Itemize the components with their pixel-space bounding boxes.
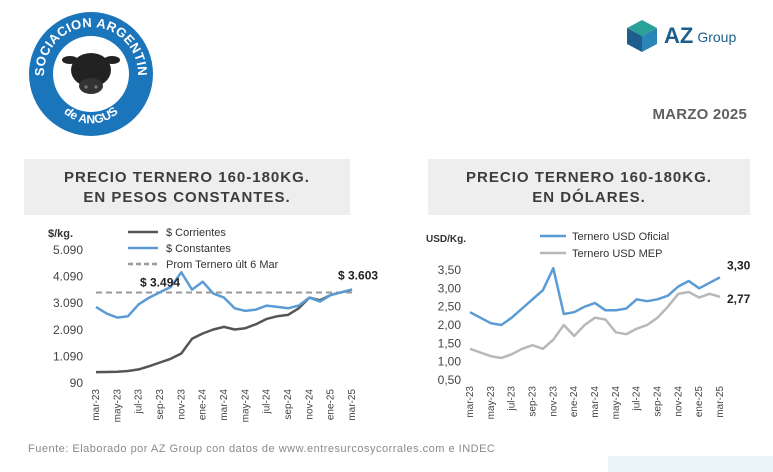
right-xtick-label: nov-24 <box>673 386 684 417</box>
legend-label-constantes: $ Constantes <box>166 243 231 255</box>
left-xtick-label: mar-24 <box>219 389 230 421</box>
chart-title-usd: PRECIO TERNERO 160-180KG. EN DÓLARES. <box>428 159 750 215</box>
left-xtick-label: nov-24 <box>304 389 315 420</box>
left-xtick-label: jul-24 <box>262 389 273 415</box>
annotation-prom-value: $ 3.494 <box>140 275 180 289</box>
left-xtick-label: mar-23 <box>91 389 102 421</box>
right-xtick-label: ene-25 <box>694 386 705 418</box>
right-xtick-label: mar-24 <box>590 386 601 418</box>
left-xtick-label: sep-23 <box>155 389 166 420</box>
right-xtick-label: may-23 <box>486 386 497 420</box>
cube-icon <box>627 20 657 52</box>
legend-label-corrientes: $ Corrientes <box>166 227 226 239</box>
right-xtick-label: ene-24 <box>569 386 580 418</box>
left-ytick-label: 4.090 <box>53 270 83 284</box>
left-xtick-label: may-24 <box>240 389 251 423</box>
right-ytick-label: 2,50 <box>438 300 462 314</box>
right-ytick-label: 3,00 <box>438 281 462 295</box>
chart-title-pesos-line1: PRECIO TERNERO 160-180KG. <box>64 169 310 186</box>
legend-label-prom: Prom Ternero últ 6 Mar <box>166 259 279 271</box>
right-ytick-label: 0,50 <box>438 373 462 387</box>
left-xtick-label: mar-25 <box>347 389 358 421</box>
annotation-last-value: $ 3.603 <box>338 269 378 283</box>
left-ytick-label: 3.090 <box>53 296 83 310</box>
left-xtick-label: jul-23 <box>134 389 145 415</box>
left-xtick-label: may-23 <box>112 389 123 423</box>
az-group-logo: AZ Group <box>626 16 756 56</box>
left-ytick-label: 1.090 <box>53 349 83 363</box>
source-note: Fuente: Elaborado por AZ Group con datos… <box>28 443 496 455</box>
series-line-usd-mep <box>469 290 721 360</box>
chart-title-pesos: PRECIO TERNERO 160-180KG. EN PESOS CONST… <box>24 159 350 215</box>
report-date: MARZO 2025 <box>652 106 747 123</box>
angus-association-logo: ASOCIACION ARGENTINA de ANGUS <box>28 8 153 136</box>
right-ytick-label: 1,00 <box>438 355 462 369</box>
brand-suffix: Group <box>697 29 737 45</box>
right-xtick-label: sep-23 <box>528 386 539 417</box>
series-line-constantes <box>95 271 353 319</box>
chart-title-usd-line2: EN DÓLARES. <box>532 189 646 206</box>
annotation-mep-value: 2,77 <box>727 292 751 306</box>
right-xtick-label: mar-23 <box>465 386 476 418</box>
left-ytick-label: 5.090 <box>53 243 83 257</box>
legend-pesos: $ Corrientes $ Constantes Prom Ternero ú… <box>128 227 279 271</box>
left-xtick-label: ene-24 <box>198 389 209 421</box>
left-xtick-label: ene-25 <box>326 389 337 421</box>
right-ytick-label: 2,00 <box>438 318 462 332</box>
cattle-head-icon <box>62 53 120 94</box>
corner-decoration <box>608 456 773 472</box>
ylabel-usd: USD/Kg. <box>426 234 466 245</box>
brand-name: AZ <box>664 23 694 48</box>
left-xtick-label: sep-24 <box>283 389 294 420</box>
left-ytick-label: 90 <box>70 376 84 390</box>
legend-label-oficial: Ternero USD Oficial <box>572 231 669 243</box>
left-ytick-label: 2.090 <box>53 323 83 337</box>
logo-text-bottom: de ANGUS <box>62 104 121 127</box>
right-xtick-label: nov-23 <box>548 386 559 417</box>
series-line-usd-oficial <box>469 266 721 327</box>
right-xtick-label: mar-25 <box>715 386 726 418</box>
right-ytick-label: 3,50 <box>438 263 462 277</box>
ylabel-pesos: $/kg. <box>48 228 73 240</box>
chart-title-usd-line1: PRECIO TERNERO 160-180KG. <box>466 169 712 186</box>
right-xtick-label: may-24 <box>611 386 622 420</box>
annotation-oficial-value: 3,30 <box>727 258 751 272</box>
right-ytick-label: 1,50 <box>438 336 462 350</box>
legend-label-mep: Ternero USD MEP <box>572 248 662 260</box>
chart-title-pesos-line2: EN PESOS CONSTANTES. <box>83 189 291 206</box>
right-xtick-label: sep-24 <box>653 386 664 417</box>
right-xtick-label: jul-24 <box>632 386 643 412</box>
left-xtick-label: nov-23 <box>176 389 187 420</box>
right-xtick-label: jul-23 <box>507 386 518 412</box>
legend-usd: Ternero USD Oficial Ternero USD MEP <box>540 231 669 260</box>
